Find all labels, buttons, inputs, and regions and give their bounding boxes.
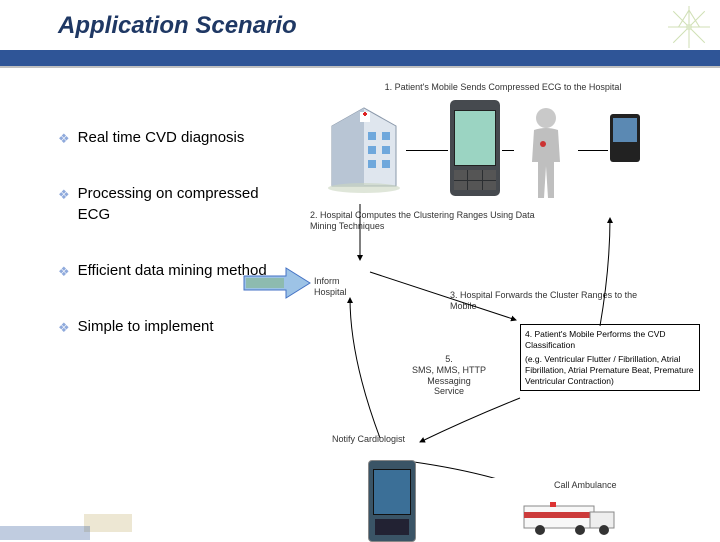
bullet-text: Simple to implement	[78, 317, 214, 337]
mobile-phone-icon	[450, 100, 500, 196]
notify-cardiologist-label: Notify Cardiologist	[332, 434, 472, 445]
connector-line	[406, 150, 448, 151]
patient-avatar-icon	[516, 104, 576, 204]
title-bar-underline	[0, 66, 720, 68]
bottom-accent-bar	[0, 526, 90, 540]
slide-title: Application Scenario	[58, 12, 297, 40]
secondary-phone-icon	[610, 114, 640, 162]
step1-caption: 1. Patient's Mobile Sends Compressed ECG…	[318, 82, 688, 93]
pointer-arrow-icon	[242, 266, 312, 300]
ambulance-icon	[520, 498, 620, 538]
bullet-item: ❖ Real time CVD diagnosis	[58, 128, 278, 148]
diamond-bullet-icon: ❖	[58, 186, 70, 204]
diamond-bullet-icon: ❖	[58, 130, 70, 148]
hospital-building-icon	[324, 102, 404, 194]
connector-line	[578, 150, 608, 151]
bullet-item: ❖ Processing on compressed ECG	[58, 184, 278, 225]
corner-star-decoration	[668, 6, 710, 48]
diamond-bullet-icon: ❖	[58, 319, 70, 337]
bullet-item: ❖ Simple to implement	[58, 317, 278, 337]
title-bar	[0, 50, 720, 66]
scenario-diagram: 1. Patient's Mobile Sends Compressed ECG…	[310, 80, 700, 525]
call-ambulance-label: Call Ambulance	[554, 480, 694, 491]
bullet-text: Processing on compressed ECG	[78, 184, 278, 225]
result-phone-icon	[368, 460, 416, 542]
bullet-text: Efficient data mining method	[78, 261, 267, 281]
bottom-accent-block	[84, 514, 132, 532]
connector-line	[502, 150, 514, 151]
bullet-text: Real time CVD diagnosis	[78, 128, 245, 148]
bullet-list: ❖ Real time CVD diagnosis ❖ Processing o…	[58, 128, 278, 373]
diamond-bullet-icon: ❖	[58, 263, 70, 281]
